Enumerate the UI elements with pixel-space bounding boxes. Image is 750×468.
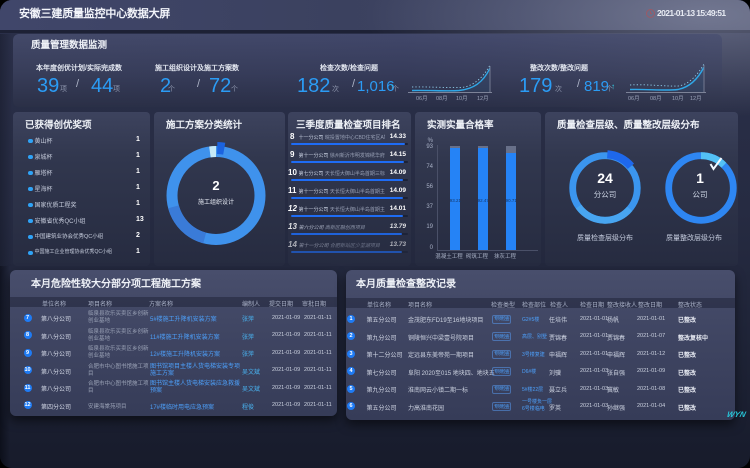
svg-text:10月: 10月 [672, 95, 684, 102]
svg-text:12月: 12月 [477, 95, 489, 102]
svg-text:06月: 06月 [628, 95, 640, 102]
svg-text:10月: 10月 [456, 95, 468, 102]
svg-text:08月: 08月 [650, 95, 662, 102]
svg-text:12月: 12月 [690, 95, 702, 102]
svg-text:08月: 08月 [436, 95, 448, 102]
svg-text:06月: 06月 [416, 95, 428, 102]
